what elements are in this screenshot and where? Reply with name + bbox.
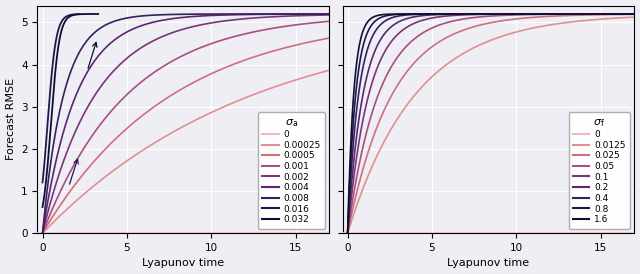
X-axis label: Lyapunov time: Lyapunov time xyxy=(142,258,225,269)
X-axis label: Lyapunov time: Lyapunov time xyxy=(447,258,529,269)
Legend: 0, 0.0125, 0.025, 0.05, 0.1, 0.2, 0.4, 0.8, 1.6: 0, 0.0125, 0.025, 0.05, 0.1, 0.2, 0.4, 0… xyxy=(568,112,630,229)
Y-axis label: Forecast RMSE: Forecast RMSE xyxy=(6,78,15,160)
Legend: 0, 0.00025, 0.0005, 0.001, 0.002, 0.004, 0.008, 0.016, 0.032: 0, 0.00025, 0.0005, 0.001, 0.002, 0.004,… xyxy=(258,112,325,229)
